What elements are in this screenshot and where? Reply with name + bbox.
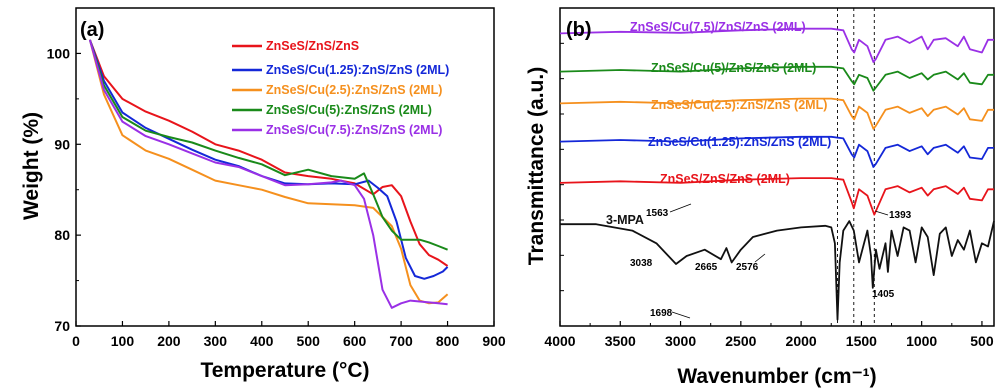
annotation-1393: 1393 — [889, 210, 912, 221]
panel-a-series — [88, 39, 449, 309]
panel-b-label: (b) — [566, 19, 592, 41]
x-tick-label: 2000 — [786, 333, 817, 349]
panel-b-frame — [559, 7, 995, 327]
x-tick-label: 0 — [72, 333, 80, 349]
annotation-3038: 3038 — [630, 258, 653, 269]
x-tick-label: 600 — [343, 333, 367, 349]
y-tick-label: 100 — [47, 45, 71, 61]
x-tick-label: 1000 — [906, 333, 937, 349]
annotation-1563-leader — [669, 203, 692, 213]
legend-entry-2: ZnSeS/Cu(2.5):ZnS/ZnS (2ML) — [266, 83, 442, 97]
panel-b-y-axis-title: Transmittance (a.u.) — [525, 67, 548, 265]
x-tick-label: 300 — [204, 333, 228, 349]
y-tick-label: 70 — [54, 318, 70, 334]
panel-a-frame — [75, 7, 495, 327]
series-line-4 — [88, 39, 448, 309]
panel-a: 0 100 200 300 400 500 600 700 800 900 70 80 90 100 (a… — [20, 7, 506, 382]
y-tick-label: 80 — [54, 227, 70, 243]
x-tick-label: 500 — [970, 333, 994, 349]
annotation-2576: 2576 — [736, 262, 759, 273]
curve-label-5: 3-MPA — [606, 213, 644, 227]
spectrum-line-1 — [559, 65, 994, 92]
x-tick-label: 800 — [436, 333, 460, 349]
annotation-2665: 2665 — [695, 262, 718, 273]
curve-label-0: ZnSeS/Cu(7.5)/ZnS/ZnS (2ML) — [630, 20, 806, 34]
annotation-2576-leader — [754, 253, 766, 263]
panel-b-x-axis-title: Wavenumber (cm⁻¹) — [677, 365, 876, 388]
panel-b-ticks: 4000 3500 3000 2500 2000 1500 1000 500 — [544, 42, 994, 349]
series-line-0 — [88, 39, 449, 267]
series-line-2 — [88, 39, 449, 305]
x-tick-label: 500 — [297, 333, 321, 349]
curve-label-1: ZnSeS/Cu(5)/ZnS/ZnS (2ML) — [651, 61, 816, 75]
x-tick-label: 4000 — [544, 333, 575, 349]
x-tick-label: 200 — [157, 333, 181, 349]
panel-a-ticks: 0 100 200 300 400 500 600 700 800 900 70 80 90 100 — [47, 7, 506, 349]
legend-entry-3: ZnSeS/Cu(5):ZnS/ZnS (2ML) — [266, 103, 432, 117]
panel-a-x-axis-title: Temperature (°C) — [200, 359, 369, 382]
legend-entry-0: ZnSeS/ZnS/ZnS — [266, 39, 359, 53]
x-tick-label: 100 — [111, 333, 135, 349]
spectrum-line-5 — [560, 220, 995, 321]
x-tick-label: 2500 — [725, 333, 756, 349]
y-tick-label: 90 — [54, 136, 70, 152]
x-tick-label: 700 — [389, 333, 413, 349]
x-tick-label: 1500 — [846, 333, 877, 349]
panel-b-annotations: 3038 2665 2576 1698 1563 1393 1405 — [630, 203, 912, 319]
x-tick-label: 3000 — [665, 333, 696, 349]
panel-b-series — [559, 27, 995, 321]
annotation-1393-leader — [874, 210, 889, 216]
x-tick-label: 400 — [250, 333, 274, 349]
panel-a-label: (a) — [80, 19, 104, 41]
annotation-1698-leader — [671, 311, 691, 319]
legend-entry-1: ZnSeS/Cu(1.25):ZnS/ZnS (2ML) — [266, 63, 449, 77]
panel-a-legend: ZnSeS/ZnS/ZnS ZnSeS/Cu(1.25):ZnS/ZnS (2M… — [232, 39, 449, 137]
curve-label-4: ZnSeS/ZnS/ZnS (2ML) — [660, 172, 790, 186]
annotation-1698: 1698 — [650, 308, 673, 319]
legend-entry-4: ZnSeS/Cu(7.5):ZnS/ZnS (2ML) — [266, 123, 442, 137]
panel-a-y-axis-title: Weight (%) — [20, 112, 43, 220]
curve-label-3: ZnSeS/Cu(1.25):ZnS/ZnS (2ML) — [648, 135, 831, 149]
annotation-1405: 1405 — [872, 289, 895, 300]
panel-b: 4000 3500 3000 2500 2000 1500 1000 500 (b) Wave… — [525, 7, 995, 388]
panel-b-curve-labels: ZnSeS/Cu(7.5)/ZnS/ZnS (2ML) ZnSeS/Cu(5)/… — [606, 20, 831, 227]
series-line-3 — [88, 39, 448, 251]
annotation-1563: 1563 — [646, 208, 669, 219]
spectrum-line-2 — [559, 97, 994, 130]
spectrum-line-4 — [559, 177, 994, 216]
x-tick-label: 3500 — [605, 333, 636, 349]
spectrum-line-3 — [559, 135, 994, 168]
x-tick-label: 900 — [482, 333, 506, 349]
curve-label-2: ZnSeS/Cu(2.5):ZnS/ZnS (2ML) — [651, 98, 827, 112]
spectrum-line-0 — [559, 27, 994, 63]
panel-b-reference-lines — [837, 8, 875, 326]
